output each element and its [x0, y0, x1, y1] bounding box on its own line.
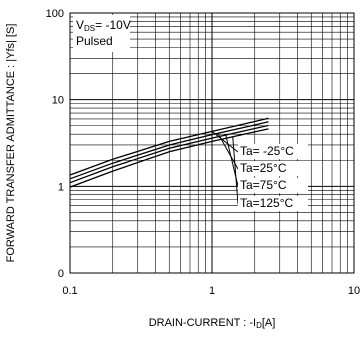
- series-line: [69, 117, 269, 176]
- condition-vds: VDS= -10V: [76, 18, 131, 33]
- series-labels: Ta= -25°C Ta=25°C Ta=75°C Ta=125°C: [238, 144, 308, 211]
- series-leader-line: [232, 136, 239, 205]
- leader-lines: [211, 131, 239, 205]
- condition-vds-sub: DS: [84, 24, 95, 33]
- y-tick-label: 10: [52, 95, 64, 107]
- y-axis-label: FORWARD TRANSFER ADMITTANCE : |Yfs| [S]: [5, 24, 17, 263]
- x-axis-label-sub: D: [256, 321, 262, 330]
- condition-vds-main: V: [76, 18, 84, 32]
- condition-box-background: [73, 15, 130, 52]
- x-tick-label: 10: [348, 285, 360, 297]
- series-label: Ta=75°C: [240, 178, 287, 192]
- condition-pulsed: Pulsed: [76, 34, 113, 48]
- series-group: [69, 117, 269, 188]
- condition-vds-tail: = -10V: [95, 18, 131, 32]
- series-line: [69, 128, 269, 188]
- series-line: [69, 124, 269, 184]
- y-tick-label: 0: [58, 268, 64, 280]
- x-tick-label: 1: [209, 285, 215, 297]
- series-line: [69, 121, 269, 180]
- series-label: Ta=125°C: [240, 196, 294, 210]
- series-label-background: [238, 178, 308, 193]
- y-tick-label: 1: [58, 181, 64, 193]
- plot-frame: [69, 12, 355, 274]
- condition-box: VDS= -10V Pulsed: [73, 15, 131, 52]
- series-label: Ta=25°C: [240, 161, 287, 175]
- y-tick-label: 100: [46, 8, 64, 20]
- series-label-background: [238, 144, 308, 159]
- x-tick-label: 0.1: [62, 285, 77, 297]
- x-axis-label: DRAIN-CURRENT : -ID[A]: [149, 317, 276, 330]
- x-axis-label-main: DRAIN-CURRENT : -I: [149, 317, 256, 329]
- series-label-background: [238, 196, 308, 211]
- x-axis-label-tail: [A]: [262, 317, 275, 329]
- series-label: Ta= -25°C: [240, 144, 294, 158]
- series-label-background: [238, 161, 308, 176]
